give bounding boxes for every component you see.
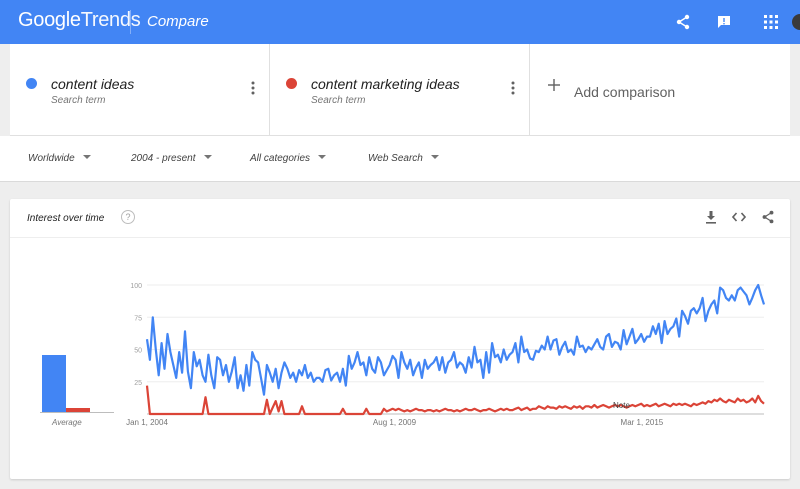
filter-category[interactable]: All categories	[250, 153, 327, 164]
series-line-content-marketing-ideas	[145, 385, 765, 416]
download-icon[interactable]	[702, 208, 720, 226]
y-tick-label: 100	[130, 283, 142, 290]
chart-annotation-note[interactable]: Note	[613, 401, 630, 410]
avatar[interactable]	[792, 14, 800, 30]
app-header: GoogleTrends Compare	[0, 0, 800, 44]
header-divider	[130, 10, 131, 34]
card-title: Interest over time	[27, 213, 105, 224]
filter-search-type[interactable]: Web Search	[368, 153, 439, 164]
caret-down-icon	[203, 155, 212, 159]
average-bar-content-ideas	[42, 354, 66, 412]
filter-time-label: 2004 - present	[131, 153, 196, 164]
term-1-name: content ideas	[51, 76, 135, 92]
card-divider	[10, 237, 790, 238]
caret-down-icon	[318, 155, 327, 159]
interest-over-time-card: Interest over time ? Average 100 75 50 25 Ja…	[10, 199, 790, 479]
search-term-1[interactable]: content ideas Search term	[10, 44, 270, 136]
search-terms-bar: content ideas Search term content market…	[10, 44, 790, 136]
term-2-color-dot	[286, 78, 297, 89]
logo-google-text: Google	[18, 9, 81, 31]
embed-icon[interactable]	[730, 208, 748, 226]
x-tick-label: Aug 1, 2009	[373, 418, 417, 427]
term-2-subtitle: Search term	[311, 95, 366, 106]
y-tick-label: 25	[134, 380, 142, 387]
average-bar-content-marketing-ideas	[66, 408, 90, 412]
filter-time-range[interactable]: 2004 - present	[131, 153, 212, 164]
share-icon[interactable]	[672, 11, 694, 33]
help-icon[interactable]: ?	[121, 210, 135, 224]
filter-category-label: All categories	[250, 153, 311, 164]
caret-down-icon	[430, 155, 439, 159]
search-term-2[interactable]: content marketing ideas Search term	[270, 44, 530, 136]
filter-bar: Worldwide 2004 - present All categories …	[0, 136, 800, 182]
filter-search-type-label: Web Search	[368, 153, 423, 164]
plus-icon	[548, 79, 560, 91]
average-baseline	[40, 412, 114, 413]
apps-icon[interactable]	[760, 11, 782, 33]
x-tick-label: Mar 1, 2015	[621, 418, 664, 427]
more-vert-icon[interactable]	[251, 81, 255, 95]
y-tick-label: 75	[134, 315, 142, 322]
average-label: Average	[52, 418, 82, 427]
filter-region-label: Worldwide	[28, 153, 75, 164]
series-line-content-ideas	[145, 283, 766, 396]
y-tick-label: 50	[134, 348, 142, 355]
filter-region[interactable]: Worldwide	[28, 153, 91, 164]
term-1-color-dot	[26, 78, 37, 89]
x-tick-label: Jan 1, 2004	[126, 418, 168, 427]
term-1-subtitle: Search term	[51, 95, 106, 106]
page-title: Compare	[147, 13, 209, 30]
add-comparison-button[interactable]: Add comparison	[530, 44, 780, 136]
share-icon[interactable]	[759, 208, 777, 226]
more-vert-icon[interactable]	[511, 81, 515, 95]
caret-down-icon	[82, 155, 91, 159]
feedback-icon[interactable]	[713, 11, 735, 33]
google-trends-logo[interactable]: GoogleTrends	[18, 9, 141, 32]
add-comparison-label: Add comparison	[574, 84, 676, 100]
logo-trends-text: Trends	[80, 9, 141, 31]
interest-line-chart: 100 75 50 25 Jan 1, 2004 Aug 1, 2009 Mar 1, 20…	[126, 283, 766, 427]
term-2-name: content marketing ideas	[311, 76, 460, 92]
